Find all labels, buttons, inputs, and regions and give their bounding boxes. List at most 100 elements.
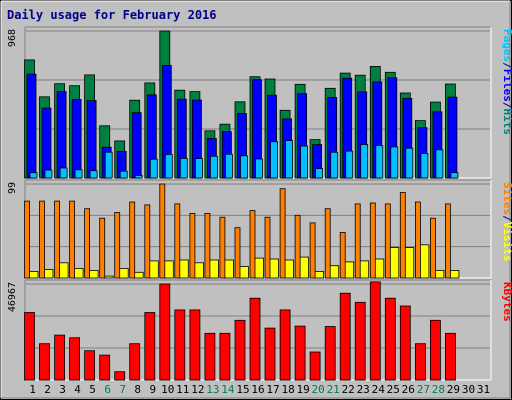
bar-hits-files-day-5 xyxy=(86,100,97,179)
x-tick-label-day-5: 5 xyxy=(89,383,96,396)
bar-visits-sites-day-23 xyxy=(354,203,361,279)
legend-entry: / xyxy=(501,215,512,222)
bar-kbytes-kbytes-day-27 xyxy=(414,343,426,381)
bar-hits-pages-day-10 xyxy=(164,154,173,179)
x-tick-label-day-28: 28 xyxy=(432,383,445,396)
panel-visits-legend: Sites/Visits xyxy=(501,182,512,262)
bar-hits-pages-day-16 xyxy=(255,158,263,179)
bar-kbytes-kbytes-day-10 xyxy=(159,283,171,381)
x-tick-label-day-12: 12 xyxy=(191,383,204,396)
panel-visits-max-label: 99 xyxy=(7,182,18,194)
bar-visits-visits-day-23 xyxy=(359,260,370,279)
legend-entry: / xyxy=(501,62,512,69)
bar-hits-pages-day-22 xyxy=(345,150,354,179)
bar-hits-pages-day-15 xyxy=(240,155,248,179)
x-tick-label-day-25: 25 xyxy=(387,383,400,396)
bar-visits-sites-day-15 xyxy=(234,227,241,279)
bar-visits-sites-day-19 xyxy=(294,214,301,279)
bar-visits-visits-day-4 xyxy=(73,268,84,279)
x-tick-label-day-1: 1 xyxy=(29,383,36,396)
legend-entry: KBytes xyxy=(501,282,512,322)
x-tick-label-day-2: 2 xyxy=(44,383,51,396)
bar-kbytes-kbytes-day-22 xyxy=(339,292,351,381)
bar-kbytes-kbytes-day-29 xyxy=(444,332,456,381)
bar-hits-pages-day-14 xyxy=(224,153,233,179)
bar-visits-sites-day-1 xyxy=(24,200,30,279)
bar-visits-visits-day-27 xyxy=(419,244,430,279)
x-tick-label-day-14: 14 xyxy=(221,383,235,396)
bar-hits-pages-day-17 xyxy=(270,141,278,179)
bar-kbytes-kbytes-day-9 xyxy=(144,312,156,381)
panel-kbytes-max-label: 46967 xyxy=(7,282,18,312)
bar-visits-visits-day-7 xyxy=(118,268,129,279)
bar-visits-sites-day-20 xyxy=(309,222,316,279)
bar-visits-visits-day-25 xyxy=(389,247,400,279)
bar-visits-sites-day-8 xyxy=(129,201,136,279)
bar-hits-pages-day-20 xyxy=(315,168,324,179)
bar-hits-pages-day-13 xyxy=(209,155,218,179)
bar-hits-pages-day-29 xyxy=(450,172,459,179)
bar-hits-pages-day-8 xyxy=(134,174,143,179)
bar-hits-pages-day-23 xyxy=(360,144,369,179)
bar-visits-visits-day-26 xyxy=(404,247,415,279)
x-tick-label-day-4: 4 xyxy=(74,383,81,396)
x-tick-label-day-30: 30 xyxy=(462,383,475,396)
panel-hits-max-label: 968 xyxy=(7,29,18,47)
plot-layer: 968 Pages/Files/Hits 99 Sites/Visits 46967 KB… xyxy=(7,26,512,396)
bar-hits-pages-day-18 xyxy=(285,140,294,179)
bar-hits-pages-day-5 xyxy=(89,170,98,179)
bar-visits-visits-day-20 xyxy=(314,270,325,279)
bar-visits-sites-day-16 xyxy=(249,210,256,279)
bar-visits-visits-day-24 xyxy=(374,258,385,279)
bar-hits-pages-day-21 xyxy=(330,151,339,179)
bar-hits-pages-day-3 xyxy=(59,167,68,179)
bar-hits-pages-day-27 xyxy=(420,152,429,179)
bar-hits-pages-day-1 xyxy=(29,172,38,179)
bar-hits-pages-day-9 xyxy=(149,158,158,179)
bar-visits-visits-day-21 xyxy=(329,265,340,279)
x-tick-label-day-17: 17 xyxy=(266,383,279,396)
bar-hits-pages-day-12 xyxy=(194,158,203,179)
x-tick-label-day-27: 27 xyxy=(417,383,430,396)
bar-visits-visits-day-18 xyxy=(284,259,295,279)
bar-hits-pages-day-28 xyxy=(435,149,444,179)
bar-visits-sites-day-29 xyxy=(444,203,451,279)
legend-entry: / xyxy=(501,102,512,109)
bar-visits-visits-day-16 xyxy=(254,257,264,279)
bar-visits-sites-day-26 xyxy=(399,192,406,279)
x-tick-label-day-8: 8 xyxy=(134,383,141,396)
bar-visits-sites-day-11 xyxy=(174,203,181,279)
bar-kbytes-kbytes-day-11 xyxy=(174,309,186,381)
bar-kbytes-kbytes-day-6 xyxy=(99,354,111,381)
bar-kbytes-kbytes-day-12 xyxy=(189,309,201,381)
bar-visits-visits-day-17 xyxy=(269,258,279,279)
bar-visits-sites-day-10 xyxy=(159,183,166,279)
bar-visits-visits-day-3 xyxy=(58,262,69,279)
bar-kbytes-kbytes-day-3 xyxy=(54,334,65,381)
bar-kbytes-kbytes-day-13 xyxy=(204,332,216,381)
bar-visits-visits-day-2 xyxy=(43,269,54,279)
bar-visits-visits-day-6 xyxy=(103,275,114,279)
bar-visits-visits-day-19 xyxy=(299,256,310,279)
bar-kbytes-kbytes-day-21 xyxy=(324,326,336,381)
bar-kbytes-kbytes-day-16 xyxy=(249,297,261,381)
bar-visits-visits-day-13 xyxy=(208,259,219,279)
legend-entry: Pages xyxy=(501,29,512,62)
x-tick-label-day-24: 24 xyxy=(372,383,386,396)
bar-hits-pages-day-4 xyxy=(74,169,83,179)
bar-hits-files-day-3 xyxy=(56,91,67,179)
bar-hits-files-day-2 xyxy=(41,107,52,179)
legend-entry: Hits xyxy=(501,109,512,136)
bar-visits-sites-day-24 xyxy=(369,202,376,279)
bar-visits-visits-day-22 xyxy=(344,261,355,279)
panel-hits-legend: Pages/Files/Hits xyxy=(501,29,512,135)
bar-hits-files-day-29 xyxy=(447,96,458,179)
bar-visits-sites-day-25 xyxy=(384,203,391,279)
bar-kbytes-kbytes-day-15 xyxy=(234,319,246,381)
bar-visits-sites-day-3 xyxy=(54,200,60,279)
bar-visits-sites-day-9 xyxy=(144,204,151,279)
x-tick-label-day-9: 9 xyxy=(149,383,156,396)
x-tick-label-day-21: 21 xyxy=(327,383,340,396)
bar-kbytes-kbytes-day-5 xyxy=(84,350,95,381)
bar-kbytes-kbytes-day-24 xyxy=(369,281,381,381)
